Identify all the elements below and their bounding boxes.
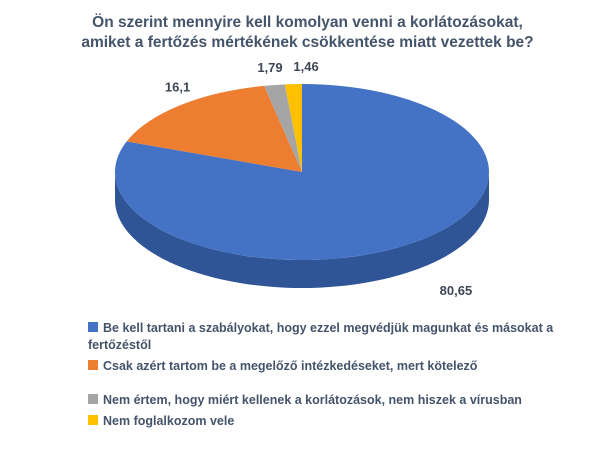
pie-slice-side	[115, 171, 489, 288]
legend-label: Be kell tartani a szabályokat, hogy ezze…	[88, 320, 554, 353]
pie-slice	[284, 83, 302, 172]
data-label: 1,79	[257, 60, 282, 75]
data-label: 16,1	[165, 80, 190, 95]
chart-title-line-2: amiket a fertőzés mértékének csökkentése…	[81, 34, 534, 52]
chart-legend: Be kell tartani a szabályokat, hogy ezze…	[88, 320, 566, 430]
pie-slice	[126, 85, 303, 172]
pie-chart: 80,65 16,1 1,79 1,46	[114, 59, 489, 298]
legend-item: Nem foglalkozom vele	[88, 413, 566, 430]
data-label: 80,65	[440, 283, 473, 298]
legend-label: Nem foglalkozom vele	[103, 413, 235, 428]
legend-marker	[88, 360, 98, 371]
legend-marker	[88, 414, 98, 425]
data-label: 1,46	[293, 59, 318, 74]
pie-slice	[264, 84, 302, 172]
legend-marker	[88, 393, 98, 404]
legend-marker	[88, 321, 98, 332]
legend-item: Be kell tartani a szabályokat, hogy ezze…	[88, 320, 566, 355]
legend-label: Csak azért tartom be a megelőző intézked…	[103, 359, 478, 374]
chart-title-line-1: Ön szerint mennyire kell komolyan venni …	[92, 14, 523, 31]
legend-item: Csak azért tartom be a megelőző intézked…	[88, 358, 566, 375]
legend-item: Nem értem, hogy miért kellenek a korláto…	[88, 392, 566, 409]
legend-label: Nem értem, hogy miért kellenek a korláto…	[103, 392, 522, 407]
chart-title: Ön szerint mennyire kell komolyan venni …	[0, 0, 615, 54]
